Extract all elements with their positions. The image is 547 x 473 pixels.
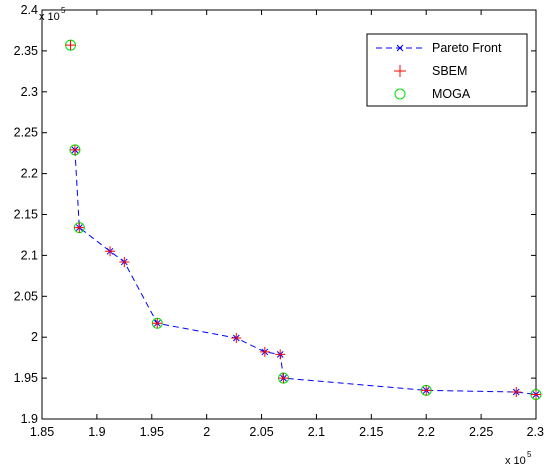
sbem-point — [259, 346, 270, 357]
sbem-point — [65, 40, 76, 51]
sbem-point — [105, 246, 116, 257]
sbem-point — [531, 389, 541, 400]
x-tick-label: 2.2 — [418, 425, 435, 439]
legend-item-moga: MOGA — [394, 87, 471, 101]
x-tick-label: 2.05 — [249, 425, 273, 439]
x-tick-label: 2.25 — [469, 425, 493, 439]
legend-label-moga: MOGA — [432, 87, 471, 101]
y-multiplier-base: x 10 — [39, 11, 60, 23]
y-tick-label: 2.15 — [14, 208, 38, 222]
x-multiplier-exponent: 5 — [527, 450, 532, 459]
legend-label-pareto-front: Pareto Front — [432, 41, 502, 55]
y-axis-multiplier: x 10 5 — [39, 6, 66, 23]
ticks-layer: 1.85 1.9 1.95 2 2.05 2.1 2.15 2.2 2.25 2.31.91.95… — [14, 3, 544, 439]
x-axis-multiplier: x 10 5 — [505, 450, 532, 467]
x-tick-label: 2.3 — [527, 425, 544, 439]
legend-label-sbem: SBEM — [432, 64, 467, 78]
legend-box — [366, 33, 528, 107]
x-tick-label: 1.85 — [30, 425, 54, 439]
y-tick-label: 1.95 — [14, 371, 38, 385]
pareto-front-line — [74, 149, 537, 395]
y-tick-label: 2.35 — [14, 44, 38, 58]
y-tick-label: 2.05 — [14, 289, 38, 303]
legend-sbem-plus-marker — [394, 65, 406, 77]
sbem-point — [278, 373, 289, 384]
sbem-point — [231, 333, 242, 344]
x-tick-label: 2.15 — [359, 425, 383, 439]
legend-moga-circle-marker — [394, 88, 406, 100]
x-tick-label: 1.9 — [88, 425, 105, 439]
legend-item-sbem: SBEM — [394, 64, 467, 78]
y-tick-label: 2.4 — [21, 3, 38, 17]
y-tick-label: 2 — [31, 330, 38, 344]
legend-pareto-x-marker — [396, 44, 404, 52]
legend: Pareto Front SBEM MOGA — [366, 33, 528, 107]
sbem-point — [69, 144, 80, 155]
sbem-point — [74, 222, 85, 233]
sbem-point — [152, 318, 163, 329]
x-multiplier-base: x 10 — [505, 455, 526, 467]
sbem-point — [421, 385, 432, 396]
series-layer — [65, 39, 542, 400]
legend-item-pareto-front: Pareto Front — [376, 41, 502, 55]
x-tick-label: 2.1 — [308, 425, 325, 439]
y-tick-label: 2.3 — [21, 85, 38, 99]
y-multiplier-exponent: 5 — [61, 6, 66, 15]
sbem-point — [511, 387, 522, 398]
x-tick-label: 1.95 — [140, 425, 164, 439]
y-tick-label: 2.25 — [14, 126, 38, 140]
sbem-point — [119, 256, 130, 267]
sbem-point — [275, 349, 286, 360]
y-tick-label: 2.2 — [21, 167, 38, 181]
x-tick-label: 2 — [203, 425, 210, 439]
y-tick-label: 2.1 — [21, 248, 38, 262]
y-tick-label: 1.9 — [21, 412, 38, 426]
